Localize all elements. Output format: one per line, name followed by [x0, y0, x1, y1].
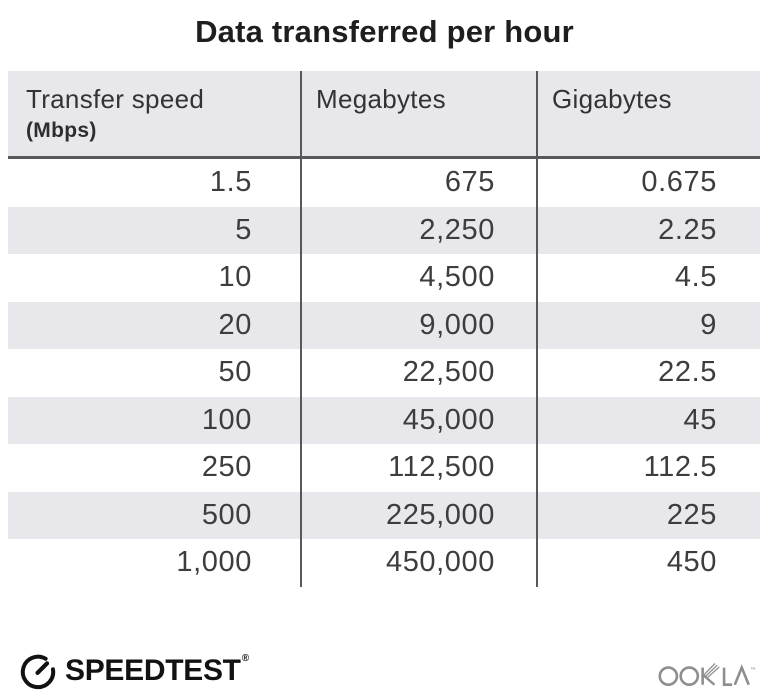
gigabytes-cell: 22.5 — [658, 356, 717, 389]
transfer-speed-cell: 50 — [8, 349, 302, 397]
gigabytes-cell: 0.675 — [641, 166, 717, 199]
speedtest-wordmark: SPEEDTEST — [65, 654, 241, 687]
table-row: 20 9,000 9 — [8, 301, 760, 349]
col-header-transfer-speed: Transfer speed (Mbps) — [8, 71, 302, 156]
gigabytes-cell: 2.25 — [658, 213, 717, 246]
col-header-transfer-speed-label: Transfer speed — [26, 84, 205, 114]
table-row: 100 45,000 45 — [8, 396, 760, 444]
transfer-speed-cell: 20 — [8, 301, 302, 349]
megabytes-cell: 450,000 — [302, 539, 538, 587]
table-body: 1.5 675 0.675 5 2,250 2.25 10 4,500 4.5 20 9,000 9 5… — [8, 159, 760, 587]
speedometer-gauge-icon — [20, 654, 56, 690]
gigabytes-cell: 450 — [666, 546, 717, 579]
gigabytes-cell: 45 — [683, 403, 717, 436]
gigabytes-cell: 225 — [666, 498, 717, 531]
col-header-gigabytes: Gigabytes — [552, 84, 672, 114]
megabytes-cell: 2,250 — [302, 206, 538, 254]
data-table: Transfer speed (Mbps) Megabytes Gigabyte… — [8, 71, 760, 587]
megabytes-cell: 22,500 — [302, 349, 538, 397]
table-row: 10 4,500 4.5 — [8, 254, 760, 302]
table-row: 250 112,500 112.5 — [8, 444, 760, 492]
gigabytes-cell: 4.5 — [674, 261, 717, 294]
table-row: 1,000 450,000 450 — [8, 539, 760, 587]
table-header-row: Transfer speed (Mbps) Megabytes Gigabyte… — [8, 71, 760, 159]
transfer-speed-cell: 1,000 — [8, 539, 302, 587]
gigabytes-cell: 9 — [700, 308, 717, 341]
table-row: 1.5 675 0.675 — [8, 159, 760, 207]
transfer-speed-cell: 10 — [8, 254, 302, 302]
megabytes-cell: 45,000 — [302, 396, 538, 444]
page-title: Data transferred per hour — [195, 14, 574, 49]
table-row: 5 2,250 2.25 — [8, 206, 760, 254]
gigabytes-cell: 112.5 — [643, 451, 717, 484]
registered-trademark-icon: ® — [241, 652, 250, 664]
megabytes-cell: 225,000 — [302, 491, 538, 539]
transfer-speed-cell: 1.5 — [8, 159, 302, 207]
ookla-wordmark-icon: ™ — [658, 663, 756, 686]
ookla-trademark-icon: ™ — [750, 667, 755, 673]
transfer-speed-cell: 5 — [8, 206, 302, 254]
ookla-logo: ™ — [658, 659, 758, 689]
transfer-speed-cell: 250 — [8, 444, 302, 492]
megabytes-cell: 9,000 — [302, 301, 538, 349]
col-header-mbps-unit: (Mbps) — [26, 119, 97, 142]
megabytes-cell: 4,500 — [302, 254, 538, 302]
transfer-speed-cell: 500 — [8, 491, 302, 539]
col-header-megabytes: Megabytes — [302, 71, 538, 156]
speedtest-logo: SPEEDTEST ® — [19, 651, 249, 691]
megabytes-cell: 112,500 — [302, 444, 538, 492]
megabytes-cell: 675 — [302, 159, 538, 207]
transfer-speed-cell: 100 — [8, 396, 302, 444]
table-row: 500 225,000 225 — [8, 491, 760, 539]
table-row: 50 22,500 22.5 — [8, 349, 760, 397]
